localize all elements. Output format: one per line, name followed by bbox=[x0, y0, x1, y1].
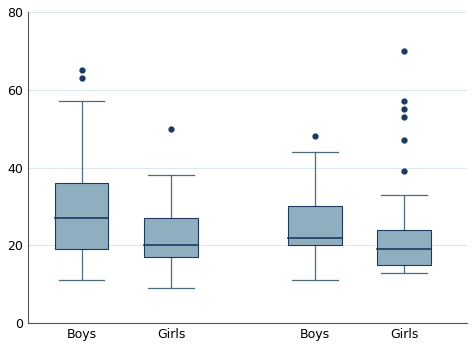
FancyBboxPatch shape bbox=[377, 230, 431, 265]
FancyBboxPatch shape bbox=[145, 218, 198, 257]
FancyBboxPatch shape bbox=[288, 206, 342, 245]
FancyBboxPatch shape bbox=[55, 183, 109, 249]
